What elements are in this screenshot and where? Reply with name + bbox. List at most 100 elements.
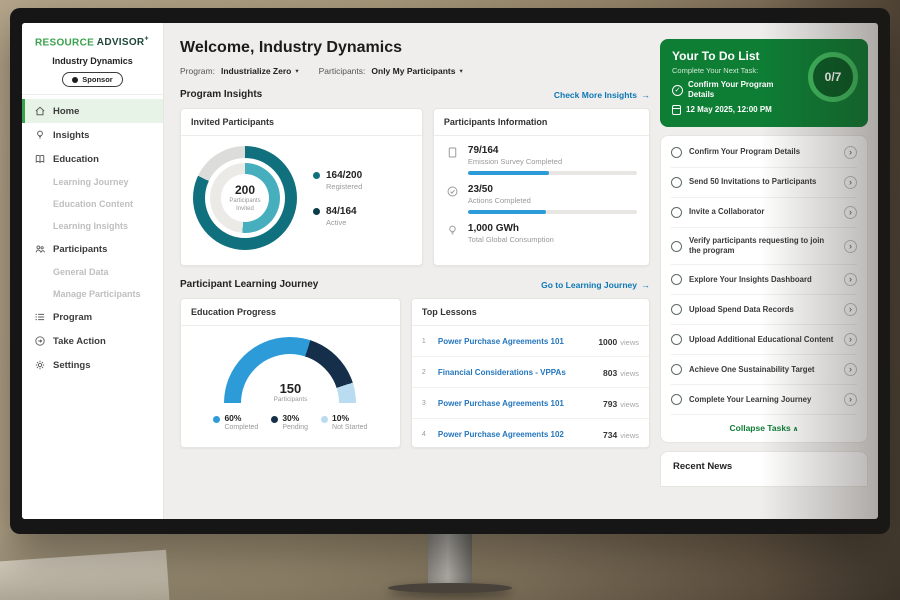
- info-value: 79/164: [467, 145, 499, 156]
- todo-task[interactable]: Explore Your Insights Dashboard ›: [671, 265, 857, 296]
- task-checkbox[interactable]: [671, 364, 682, 376]
- task-checkbox[interactable]: [671, 240, 682, 252]
- gauge-center-label: Participants: [273, 396, 308, 403]
- sidebar-item-label: Take Action: [53, 335, 106, 347]
- task-checkbox[interactable]: [671, 207, 682, 218]
- chevron-right-icon[interactable]: ›: [844, 333, 857, 347]
- sidebar: RESOURCE ADVISOR+ Industry Dynamics Spon…: [22, 23, 164, 519]
- go-to-learning-journey-link[interactable]: Go to Learning Journey →: [541, 279, 650, 290]
- todo-title: Your To Do List: [672, 49, 760, 63]
- lesson-row: 1 Power Purchase Agreements 101 1000 view…: [411, 326, 649, 357]
- monitor-stand: [428, 532, 472, 586]
- sidebar-item-general-data[interactable]: General Data: [22, 261, 163, 283]
- task-checkbox[interactable]: [671, 394, 682, 406]
- sidebar-item-label: Program: [53, 311, 93, 323]
- todo-task[interactable]: Complete Your Learning Journey ›: [671, 385, 857, 416]
- check-more-insights-link[interactable]: Check More Insights →: [553, 89, 650, 100]
- info-value: 1,000 GWh: [467, 223, 520, 234]
- todo-task[interactable]: Confirm Your Program Details ›: [671, 138, 857, 168]
- sponsor-badge-label: Sponsor: [82, 75, 113, 85]
- chevron-right-icon[interactable]: ›: [844, 273, 857, 287]
- sidebar-item-label: General Data: [53, 267, 109, 278]
- task-checkbox[interactable]: [671, 304, 682, 316]
- info-progress-fill: [467, 171, 550, 175]
- donut-center-value: 200: [234, 183, 256, 198]
- sidebar-item-participants[interactable]: Participants: [22, 237, 163, 261]
- todo-task-list: Confirm Your Program Details › Send 50 I…: [660, 135, 868, 444]
- todo-task[interactable]: Invite a Collaborator ›: [671, 198, 857, 228]
- brand-primary: RESOURCE: [35, 37, 95, 49]
- lesson-rank: 1: [421, 337, 426, 345]
- todo-task[interactable]: Achieve One Sustainability Target ›: [671, 355, 857, 386]
- brand-secondary: ADVISOR: [96, 37, 145, 49]
- collapse-tasks-link[interactable]: Collapse Tasks ∧: [729, 423, 799, 434]
- program-filter-label: Program:: [180, 66, 215, 76]
- sidebar-item-label: Participants: [53, 243, 108, 255]
- sidebar-item-label: Learning Journey: [53, 177, 129, 188]
- todo-task[interactable]: Upload Additional Educational Content ›: [671, 325, 857, 356]
- task-checkbox[interactable]: [671, 274, 682, 286]
- lesson-link[interactable]: Power Purchase Agreements 101: [437, 398, 564, 408]
- sidebar-item-manage-participants[interactable]: Manage Participants: [22, 283, 163, 305]
- chevron-right-icon[interactable]: ›: [844, 146, 857, 159]
- chevron-right-icon[interactable]: ›: [844, 393, 857, 407]
- lesson-row: 3 Power Purchase Agreements 101 793 views: [411, 388, 649, 419]
- check-icon: ✓: [672, 84, 683, 96]
- sponsor-icon: [72, 76, 79, 83]
- card-title: Invited Participants: [181, 109, 422, 136]
- task-checkbox[interactable]: [671, 177, 682, 188]
- sponsor-badge[interactable]: Sponsor: [62, 72, 123, 88]
- card-title: Education Progress: [181, 299, 400, 326]
- app-logo[interactable]: RESOURCE ADVISOR+: [22, 23, 163, 52]
- task-checkbox[interactable]: [671, 147, 682, 158]
- gauge-legend: 60% Completed 30% Pending 10% Not Starte…: [213, 413, 367, 431]
- sidebar-item-education[interactable]: Education: [22, 147, 163, 171]
- todo-task[interactable]: Verify participants requesting to join t…: [671, 228, 857, 266]
- filter-bar: Program: Industrialize Zero ▾ Participan…: [180, 66, 650, 76]
- info-label: Total Global Consumption: [467, 235, 554, 244]
- chevron-right-icon[interactable]: ›: [844, 176, 857, 189]
- recent-news-card[interactable]: Recent News: [660, 451, 868, 488]
- sidebar-item-label: Insights: [53, 129, 90, 141]
- sidebar-item-learning-insights[interactable]: Learning Insights: [22, 215, 163, 237]
- invited-donut-chart: 200 Participants Invited: [193, 146, 297, 250]
- sidebar-item-learning-journey[interactable]: Learning Journey: [22, 171, 163, 193]
- participants-filter-value: Only My Participants: [371, 66, 456, 76]
- chevron-right-icon[interactable]: ›: [844, 363, 857, 377]
- sidebar-item-program[interactable]: Program: [22, 305, 163, 329]
- calendar-icon: [672, 105, 681, 115]
- sidebar-item-home[interactable]: Home: [22, 99, 163, 124]
- home-icon: [34, 105, 46, 117]
- sidebar-item-insights[interactable]: Insights: [22, 123, 163, 147]
- lesson-link[interactable]: Power Purchase Agreements 102: [437, 429, 564, 439]
- legend-dot-completed: [213, 415, 221, 423]
- sidebar-item-label: Learning Insights: [53, 221, 129, 232]
- lesson-link[interactable]: Financial Considerations - VPPAs: [437, 367, 566, 377]
- todo-summary-card: Your To Do List Complete Your Next Task:…: [660, 39, 868, 127]
- legend-dot-active: [313, 207, 320, 215]
- task-checkbox[interactable]: [671, 334, 682, 346]
- sidebar-item-settings[interactable]: Settings: [22, 353, 163, 377]
- card-title: Participants Information: [433, 109, 649, 136]
- todo-subtitle: Complete Your Next Task:: [672, 66, 759, 75]
- todo-next-task: Confirm Your Program Details: [688, 80, 774, 99]
- chevron-down-icon: ▾: [459, 68, 463, 75]
- check-circle-icon: [446, 185, 459, 198]
- clipboard-icon: [446, 146, 459, 159]
- lesson-link[interactable]: Power Purchase Agreements 101: [437, 336, 564, 346]
- monitor-base: [388, 583, 512, 593]
- program-filter[interactable]: Industrialize Zero ▾: [221, 66, 299, 76]
- participants-filter[interactable]: Only My Participants ▾: [371, 66, 462, 76]
- sidebar-item-education-content[interactable]: Education Content: [22, 193, 163, 215]
- chevron-right-icon[interactable]: ›: [844, 239, 857, 253]
- chevron-right-icon[interactable]: ›: [844, 303, 857, 317]
- todo-panel: Your To Do List Complete Your Next Task:…: [660, 23, 878, 519]
- todo-task[interactable]: Send 50 Invitations to Participants ›: [671, 168, 857, 198]
- participants-filter-label: Participants:: [318, 66, 366, 76]
- sidebar-item-take-action[interactable]: Take Action: [22, 329, 163, 353]
- chevron-right-icon[interactable]: ›: [844, 206, 857, 219]
- book-icon: [34, 153, 46, 165]
- main-content: Welcome, Industry Dynamics Program: Indu…: [164, 23, 660, 519]
- todo-task[interactable]: Upload Spend Data Records ›: [671, 295, 857, 326]
